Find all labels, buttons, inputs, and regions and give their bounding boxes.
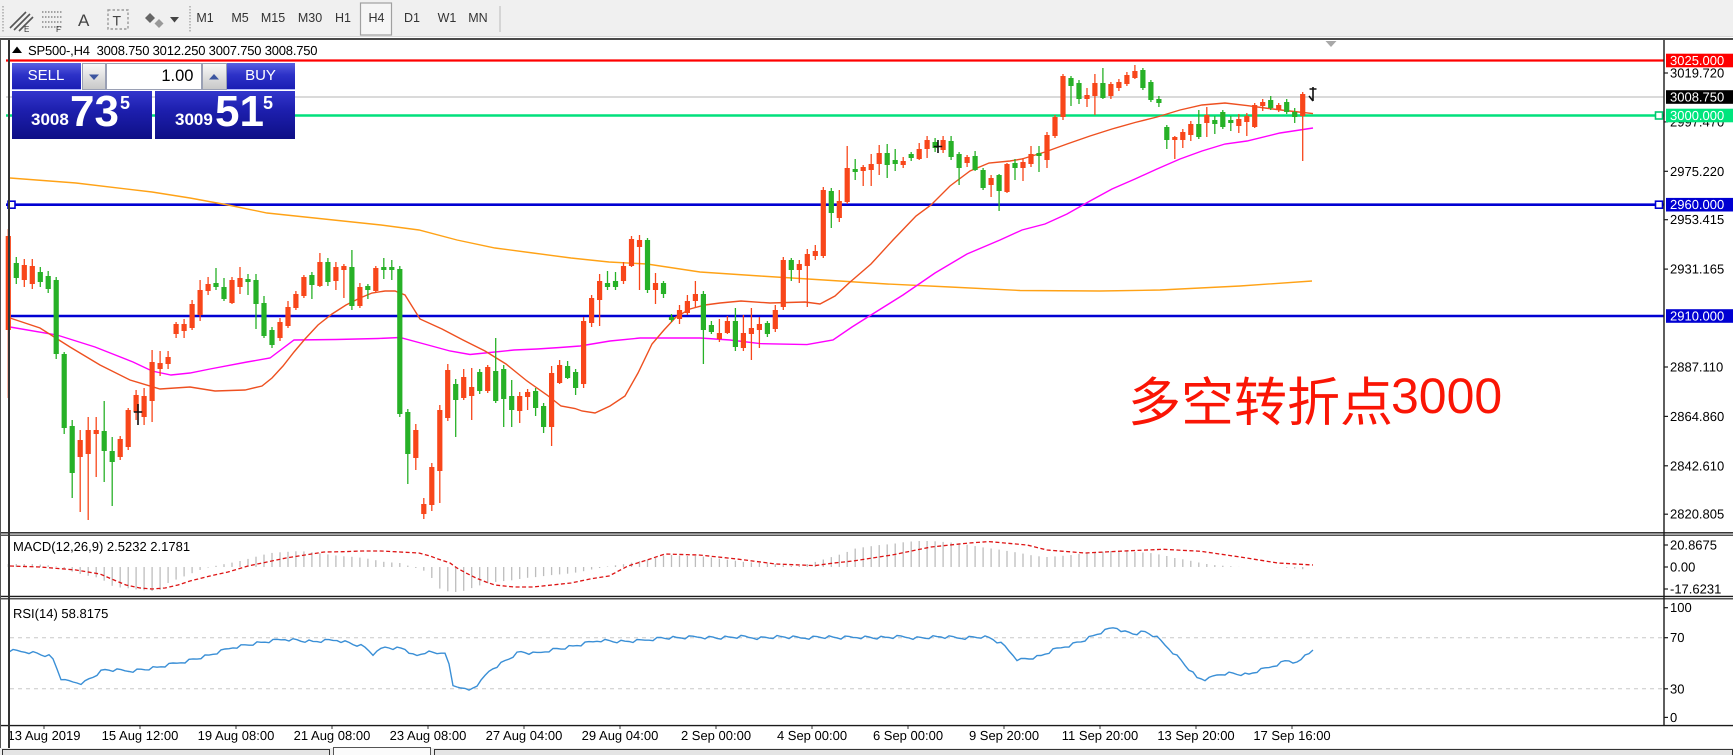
svg-text:3000: 3000 xyxy=(1391,368,1502,424)
svg-text:15 Aug 12:00: 15 Aug 12:00 xyxy=(102,728,179,743)
svg-text:2842.610: 2842.610 xyxy=(1670,458,1724,473)
svg-text:2820.805: 2820.805 xyxy=(1670,507,1724,522)
svg-text:2864.860: 2864.860 xyxy=(1670,409,1724,424)
svg-text:2931.165: 2931.165 xyxy=(1670,262,1724,277)
svg-text:3019.720: 3019.720 xyxy=(1670,66,1724,81)
svg-text:11 Sep 20:00: 11 Sep 20:00 xyxy=(1062,728,1138,743)
svg-text:3000.000: 3000.000 xyxy=(1670,108,1724,123)
svg-text:0: 0 xyxy=(1670,710,1677,725)
svg-text:23 Aug 08:00: 23 Aug 08:00 xyxy=(390,728,467,743)
svg-text:0.00: 0.00 xyxy=(1670,560,1695,575)
svg-text:A: A xyxy=(78,11,90,30)
svg-text:3008.750: 3008.750 xyxy=(1670,90,1724,105)
svg-text:RSI(14) 58.8175: RSI(14) 58.8175 xyxy=(13,606,108,621)
svg-text:30: 30 xyxy=(1670,681,1684,696)
svg-text:2960.000: 2960.000 xyxy=(1670,197,1724,212)
svg-text:MACD(12,26,9) 2.5232 2.1781: MACD(12,26,9) 2.5232 2.1781 xyxy=(13,539,190,554)
svg-text:17 Sep 16:00: 17 Sep 16:00 xyxy=(1253,728,1330,743)
svg-text:27 Aug 04:00: 27 Aug 04:00 xyxy=(486,728,563,743)
svg-text:2887.110: 2887.110 xyxy=(1670,360,1723,375)
svg-text:3025.000: 3025.000 xyxy=(1670,53,1724,68)
svg-text:2975.220: 2975.220 xyxy=(1670,164,1724,179)
svg-text:20.8675: 20.8675 xyxy=(1670,538,1717,553)
svg-text:13 Aug 2019: 13 Aug 2019 xyxy=(7,728,80,743)
svg-text:19 Aug 08:00: 19 Aug 08:00 xyxy=(198,728,275,743)
svg-text:29 Aug 04:00: 29 Aug 04:00 xyxy=(582,728,659,743)
svg-text:70: 70 xyxy=(1670,630,1684,645)
svg-text:9 Sep 20:00: 9 Sep 20:00 xyxy=(969,728,1039,743)
svg-text:T: T xyxy=(113,13,122,29)
svg-text:SP500-,H4 3008.750 3012.250 3: SP500-,H4 3008.750 3012.250 3007.750 300… xyxy=(28,43,317,58)
svg-text:-17.6231: -17.6231 xyxy=(1670,582,1721,597)
svg-text:2953.415: 2953.415 xyxy=(1670,212,1724,227)
svg-text:6 Sep 00:00: 6 Sep 00:00 xyxy=(873,728,943,743)
svg-text:4 Sep 00:00: 4 Sep 00:00 xyxy=(777,728,847,743)
svg-text:F: F xyxy=(56,25,61,34)
svg-text:13 Sep 20:00: 13 Sep 20:00 xyxy=(1157,728,1234,743)
svg-text:E: E xyxy=(24,25,29,34)
svg-text:21 Aug 08:00: 21 Aug 08:00 xyxy=(294,728,371,743)
svg-text:2 Sep 00:00: 2 Sep 00:00 xyxy=(681,728,751,743)
svg-text:2910.000: 2910.000 xyxy=(1670,309,1724,324)
svg-text:100: 100 xyxy=(1670,600,1692,615)
